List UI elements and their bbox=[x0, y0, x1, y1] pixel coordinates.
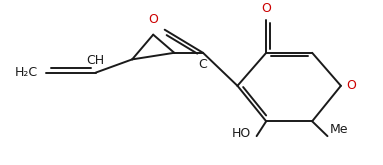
Text: O: O bbox=[261, 2, 271, 15]
Text: CH: CH bbox=[87, 54, 105, 67]
Text: O: O bbox=[347, 79, 357, 92]
Text: C: C bbox=[199, 58, 207, 71]
Text: HO: HO bbox=[232, 127, 251, 140]
Text: O: O bbox=[148, 13, 158, 26]
Text: Me: Me bbox=[329, 123, 348, 136]
Text: H₂C: H₂C bbox=[15, 66, 38, 79]
